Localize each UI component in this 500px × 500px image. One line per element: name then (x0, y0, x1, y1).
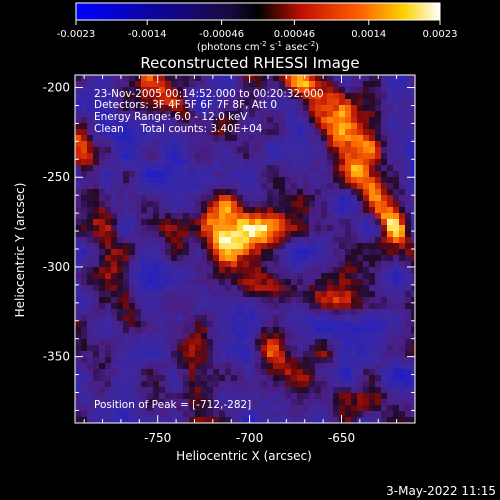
image-pixels (75, 75, 415, 423)
colorbar-tick-label: 0.0014 (351, 29, 386, 40)
y-tick-label: -200 (43, 81, 70, 95)
timestamp: 3-May-2022 11:15 (386, 484, 496, 498)
colorbar-strip (75, 2, 441, 21)
colorbar-tick-label: -0.0023 (57, 29, 96, 40)
info-time-range: 23-Nov-2005 00:14:52.000 to 00:20:32.000 (94, 88, 324, 100)
x-tick-label: -650 (328, 431, 355, 445)
solar-image (75, 75, 415, 423)
x-tick-label: -750 (144, 431, 171, 445)
info-detectors: Detectors: 3F 4F 5F 6F 7F 8F, Att 0 (94, 99, 277, 111)
info-energy-range: Energy Range: 6.0 - 12.0 keV (94, 111, 248, 123)
colorbar-tick-label: 0.0023 (423, 29, 458, 40)
colorbar-tick-label: 0.00046 (274, 29, 315, 40)
axis-ticks: -750 -700 -650 -200 -250 -300 -350 (43, 75, 416, 445)
info-counts: Clean Total counts: 3.40E+04 (94, 123, 263, 135)
colorbar-units: (photons cm-2 s-1 asec-2) (197, 40, 319, 53)
colorbar-ticks: -0.0023 -0.0014 -0.00046 0.00046 0.0014 0.002… (57, 20, 458, 40)
colorbar-tick-label: -0.0014 (128, 29, 167, 40)
y-tick-label: -350 (43, 350, 70, 364)
x-tick-label: -700 (236, 431, 263, 445)
x-axis-label: Heliocentric X (arcsec) (176, 449, 312, 463)
info-annotation: 23-Nov-2005 00:14:52.000 to 00:20:32.000… (94, 88, 324, 135)
y-axis-label: Heliocentric Y (arcsec) (13, 183, 27, 318)
colorbar-tick-label: -0.00046 (199, 29, 244, 40)
y-tick-label: -250 (43, 170, 70, 184)
peak-position: Position of Peak = [-712,-282] (94, 399, 251, 411)
plot-title: Reconstructed RHESSI Image (140, 54, 359, 72)
y-tick-label: -300 (43, 260, 70, 274)
colorbar: -0.0023 -0.0014 -0.00046 0.00046 0.0014 0.002… (57, 2, 458, 53)
